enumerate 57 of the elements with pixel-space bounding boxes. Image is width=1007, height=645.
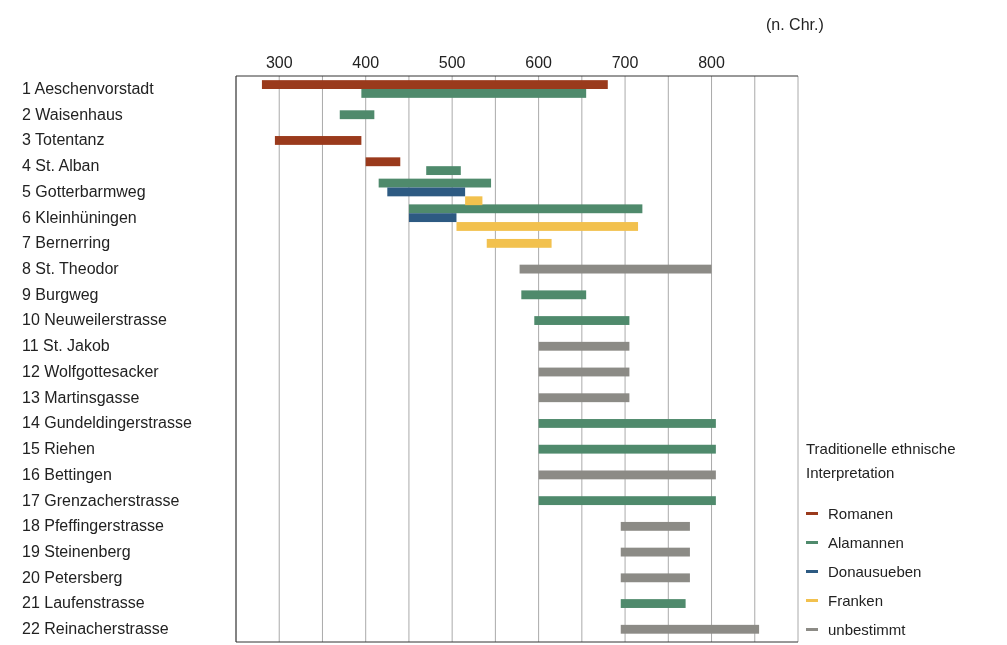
bar [465, 196, 483, 206]
bar [620, 573, 690, 583]
bar [365, 157, 401, 167]
bar [534, 316, 630, 325]
y-tick-label: 2 Waisenhaus [22, 105, 123, 123]
bar [339, 110, 375, 120]
bar [408, 213, 457, 223]
bar [519, 264, 712, 274]
x-axis-title: (n. Chr.) [766, 16, 824, 34]
bar [538, 419, 716, 428]
x-tick-label: 800 [698, 54, 725, 71]
y-tick-label: 13 Martinsgasse [22, 388, 140, 406]
y-tick-label: 10 Neuweilerstrasse [22, 311, 168, 329]
x-tick-label: 600 [525, 54, 553, 71]
y-tick-label: 17 Grenzacherstrasse [22, 491, 180, 509]
bar [538, 341, 630, 351]
bar [620, 521, 690, 531]
bar [387, 187, 466, 197]
x-tick-label: 500 [438, 54, 466, 71]
bar [538, 367, 630, 377]
legend-label: Romanen [828, 505, 894, 522]
y-tick-label: 8 St. Theodor [22, 259, 120, 277]
bar [620, 547, 690, 557]
x-tick-label: 300 [265, 54, 293, 71]
bar [538, 496, 716, 506]
y-tick-label: 16 Bettingen [22, 465, 112, 483]
y-tick-label: 6 Kleinhüningen [22, 208, 137, 226]
bar [620, 599, 686, 608]
legend-label: unbestimmt [828, 621, 906, 638]
y-tick-label: 18 Pfeffingerstrasse [22, 517, 165, 535]
bar [620, 624, 760, 634]
bar [538, 444, 716, 454]
y-tick-label: 7 Bernerring [22, 234, 111, 252]
y-tick-label: 5 Gotterbarmweg [22, 182, 146, 200]
y-tick-label: 21 Laufenstrasse [22, 594, 145, 612]
legend-label: Donausueben [828, 563, 922, 580]
legend-label: Alamannen [828, 534, 904, 551]
y-tick-label: 3 Totentanz [22, 131, 105, 149]
y-tick-label: 1 Aeschenvorstadt [22, 79, 155, 97]
bar [538, 393, 630, 403]
bar [261, 80, 608, 89]
y-tick-label: 9 Burgweg [22, 285, 99, 303]
y-tick-label: 4 St. Alban [22, 157, 100, 175]
y-tick-label: 15 Riehen [22, 440, 95, 458]
bar [538, 470, 716, 480]
x-tick-label: 700 [611, 54, 639, 71]
y-tick-label: 22 Reinacherstrasse [22, 620, 169, 638]
bar [456, 222, 639, 231]
legend-label: Franken [828, 592, 884, 609]
legend-title: Traditionelle ethnische Interpretation [806, 439, 957, 483]
x-tick-label: 400 [352, 54, 380, 71]
y-tick-label: 19 Steinenberg [22, 542, 131, 560]
bar [521, 290, 587, 300]
y-tick-label: 20 Petersberg [22, 568, 123, 586]
y-tick-label: 12 Wolfgottesacker [22, 362, 160, 380]
y-tick-label: 11 St. Jakob [22, 337, 110, 355]
y-tick-label: 14 Gundeldingerstrasse [22, 414, 192, 432]
